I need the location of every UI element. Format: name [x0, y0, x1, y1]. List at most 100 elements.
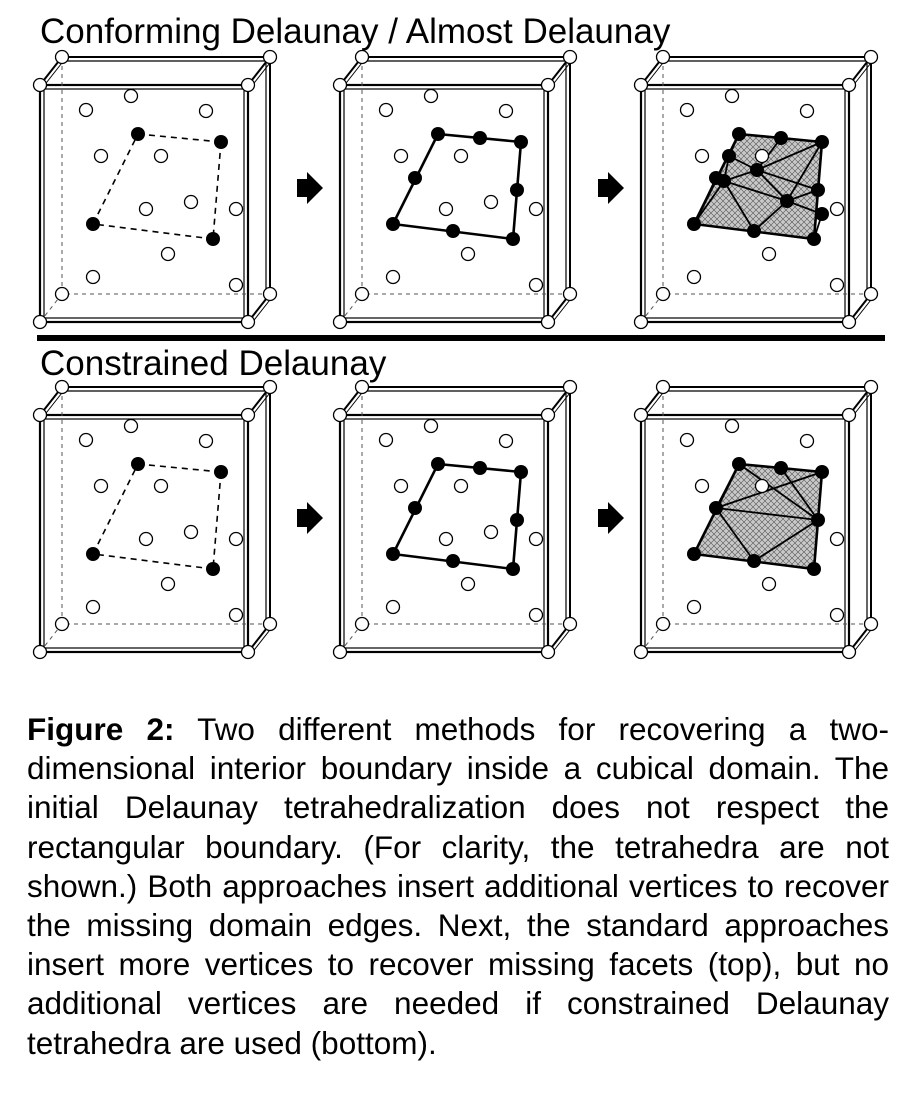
missing-boundary-edge	[92, 133, 139, 225]
edge-split-vertex	[811, 183, 825, 197]
boundary-vertex	[514, 465, 528, 479]
corner-vertex	[841, 407, 857, 423]
interior-vertex	[183, 524, 199, 540]
top-cube-3	[633, 49, 879, 330]
interior-vertex	[724, 88, 740, 104]
interior-vertex	[85, 599, 101, 615]
corner-vertex	[655, 379, 671, 395]
interior-vertex	[228, 607, 244, 623]
interior-vertex	[93, 148, 109, 164]
corner-vertex	[262, 286, 278, 302]
edge-split-vertex	[747, 224, 761, 238]
mesh-edge	[715, 507, 755, 562]
interior-vertex	[438, 531, 454, 547]
boundary-vertex	[206, 562, 220, 576]
boundary-vertex	[687, 217, 701, 231]
mesh-edge	[738, 463, 819, 521]
mesh-edge	[753, 200, 788, 232]
mesh-edge	[780, 467, 819, 521]
interior-vertex	[528, 277, 544, 293]
corner-vertex	[562, 616, 578, 632]
edge-split-vertex	[408, 501, 422, 515]
mesh-edge	[693, 177, 717, 225]
mesh-edge	[756, 169, 788, 202]
interior-vertex	[160, 246, 176, 262]
cube-front-face	[639, 413, 851, 654]
process-arrow	[598, 172, 624, 204]
interior-vertex	[799, 103, 815, 119]
bottom-row-diagrams	[32, 379, 879, 660]
interior-vertex	[498, 103, 514, 119]
boundary-vertex	[506, 232, 520, 246]
recovered-facet	[692, 462, 824, 571]
cube-front-face	[338, 413, 550, 654]
interior-vertex	[378, 102, 394, 118]
cube-hidden-edge	[640, 623, 664, 653]
corner-vertex	[863, 49, 879, 65]
top-arrow-2	[598, 172, 624, 204]
corner-vertex	[562, 379, 578, 395]
missing-boundary-edge	[92, 553, 214, 570]
interior-vertex	[78, 102, 94, 118]
top-arrow-1	[297, 172, 323, 204]
corner-vertex	[240, 314, 256, 330]
mesh-edge	[715, 471, 823, 509]
edge-split-vertex	[446, 554, 460, 568]
cube-front-face	[338, 83, 550, 324]
corner-vertex	[54, 286, 70, 302]
cube-front-face-inner	[644, 418, 846, 649]
top-cube-1	[32, 49, 278, 330]
interior-vertex	[686, 599, 702, 615]
section-divider	[37, 335, 885, 341]
recovered-boundary	[391, 462, 523, 571]
interior-vertex	[829, 607, 845, 623]
mesh-edge	[715, 507, 819, 521]
interior-vertex	[460, 246, 476, 262]
corner-vertex	[262, 49, 278, 65]
corner-vertex	[841, 77, 857, 93]
boundary-vertex	[131, 127, 145, 141]
interior-vertex	[160, 576, 176, 592]
interior-vertex	[679, 102, 695, 118]
interior-vertex	[829, 277, 845, 293]
boundary-vertex	[86, 217, 100, 231]
interior-vertex	[754, 478, 770, 494]
interior-vertex	[483, 524, 499, 540]
recovered-boundary	[391, 132, 523, 241]
interior-vertex	[483, 194, 499, 210]
interior-vertex	[761, 246, 777, 262]
boundary-vertex	[431, 457, 445, 471]
boundary-vertex	[815, 135, 829, 149]
edge-split-vertex	[774, 461, 788, 475]
missing-boundary-edge	[92, 463, 139, 555]
interior-vertex	[761, 576, 777, 592]
process-arrow	[297, 502, 323, 534]
interior-vertex	[829, 531, 845, 547]
facet-split-vertex	[815, 207, 829, 221]
corner-vertex	[240, 644, 256, 660]
cube-front-face-inner	[343, 418, 545, 649]
interior-vertex	[198, 103, 214, 119]
missing-boundary-edge	[92, 223, 214, 240]
edge-split-vertex	[811, 513, 825, 527]
interior-vertex	[198, 433, 214, 449]
interior-vertex	[385, 599, 401, 615]
interior-vertex	[686, 269, 702, 285]
figure: Conforming Delaunay / Almost Delaunay Co…	[32, 12, 885, 660]
corner-vertex	[633, 407, 649, 423]
corner-vertex	[54, 49, 70, 65]
mesh-edge	[756, 141, 823, 171]
corner-vertex	[863, 286, 879, 302]
edge-split-vertex	[473, 461, 487, 475]
cube-front-face	[38, 413, 250, 654]
mesh-edge	[753, 519, 819, 562]
interior-vertex	[385, 269, 401, 285]
corner-vertex	[841, 314, 857, 330]
interior-vertex	[153, 148, 169, 164]
interior-vertex	[85, 269, 101, 285]
interior-vertex	[453, 148, 469, 164]
corner-vertex	[354, 616, 370, 632]
boundary-vertex	[131, 457, 145, 471]
boundary-vertex	[214, 135, 228, 149]
missing-boundary-edge	[137, 133, 222, 143]
